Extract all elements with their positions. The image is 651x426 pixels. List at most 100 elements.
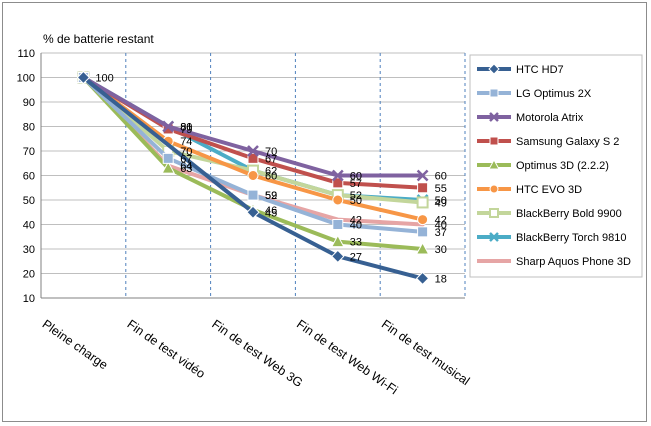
series-line (81, 75, 425, 202)
legend-item: HTC EVO 3D (477, 184, 582, 196)
data-point (489, 232, 499, 242)
y-tick-label: 90 (23, 97, 35, 109)
x-tick-label: Fin de test musical (379, 317, 472, 388)
x-tick-labels: Pleine charge Fin de test vidéo Fin de tes… (40, 317, 473, 397)
data-point (415, 271, 430, 286)
data-point (417, 182, 429, 194)
legend-label: HTC EVO 3D (516, 184, 582, 196)
x-tick-label: Pleine charge (40, 317, 111, 372)
data-point (332, 177, 344, 189)
data-label: 62 (265, 166, 277, 178)
data-point (489, 88, 499, 98)
data-label: 42 (350, 215, 362, 227)
y-tick-label: 50 (23, 195, 35, 207)
data-label: 80 (180, 122, 192, 134)
data-point (417, 226, 429, 238)
legend-label: HTC HD7 (516, 64, 564, 76)
legend-item: Samsung Galaxy S 2 (477, 136, 619, 148)
y-tick-label: 80 (23, 122, 35, 134)
data-point (416, 169, 429, 182)
data-label: 46 (265, 205, 277, 217)
data-label: 30 (435, 244, 447, 256)
data-label: 42 (435, 215, 447, 227)
series-blackberry-bold-9900 (77, 71, 429, 209)
data-label: 81 (180, 122, 192, 134)
chart-frame: % de batterie restant 10 20 30 40 50 60 70 80 90… (2, 2, 647, 422)
legend: HTC HD7 LG Optimus 2X Motorola Atrix Samsun… (469, 54, 643, 278)
y-tick-label: 40 (23, 220, 35, 232)
y-tick-label: 20 (23, 269, 35, 281)
data-label: 67 (180, 153, 192, 165)
legend-item: HTC HD7 (477, 63, 564, 76)
data-point (332, 194, 344, 206)
y-axis-label: % de batterie restant (43, 32, 154, 46)
data-point (247, 170, 259, 181)
data-label: 70 (180, 146, 192, 158)
data-label: 40 (350, 220, 362, 232)
legend-label: BlackBerry Bold 9900 (516, 208, 622, 220)
data-label: 59 (265, 190, 277, 202)
data-label: 74 (180, 136, 192, 148)
legend-label: Sharp Aquos Phone 3D (516, 256, 631, 268)
y-tick-labels: 10 20 30 40 50 60 70 80 90 100 110 (17, 48, 35, 305)
y-tick-label: 110 (17, 48, 35, 60)
data-point (246, 205, 260, 219)
legend-label: BlackBerry Torch 9810 (516, 232, 626, 244)
data-point (488, 63, 500, 75)
data-point (247, 189, 259, 201)
y-tick-label: 100 (17, 73, 35, 85)
data-point (76, 70, 91, 85)
series-htc-hd7 (76, 70, 430, 286)
data-label: 79 (180, 124, 192, 136)
data-point (332, 219, 344, 230)
y-tick-label: 70 (23, 146, 35, 158)
data-label: 60 (435, 171, 447, 183)
battery-chart: % de batterie restant 10 20 30 40 50 60 70 80 90… (17, 32, 643, 397)
series-lines (76, 70, 430, 286)
data-label: 50 (350, 195, 362, 207)
data-point (488, 158, 500, 170)
data-label: 50 (435, 195, 447, 207)
legend-item: Motorola Atrix (477, 112, 584, 124)
legend-label: Optimus 3D (2.2.2) (516, 160, 609, 172)
series-htc-evo-3d (77, 72, 429, 226)
data-label: 63 (180, 163, 192, 175)
data-point (162, 120, 175, 133)
data-label: 52 (350, 190, 362, 202)
legend-item: LG Optimus 2X (477, 88, 592, 100)
data-point (415, 241, 430, 255)
y-tick-label: 10 (23, 293, 35, 305)
data-point (416, 196, 429, 209)
legend-label: Samsung Galaxy S 2 (516, 136, 619, 148)
data-label: 100 (95, 73, 113, 85)
x-tick-label: Fin de test Web 3G (209, 317, 305, 390)
data-point (247, 152, 259, 164)
data-point (161, 161, 176, 174)
data-label: 67 (265, 153, 277, 165)
data-point (489, 136, 499, 146)
data-point (331, 169, 344, 182)
data-label: 33 (350, 237, 362, 249)
data-point (162, 152, 174, 164)
data-point (489, 112, 499, 122)
legend-item: Sharp Aquos Phone 3D (477, 256, 631, 268)
data-point (331, 249, 345, 264)
data-label: 45 (265, 207, 277, 219)
legend-label: LG Optimus 2X (516, 88, 592, 100)
data-point (247, 145, 259, 157)
data-point (489, 208, 499, 218)
x-tick-label: Fin de test vidéo (124, 317, 207, 381)
data-label: 37 (435, 227, 447, 239)
legend-item: Optimus 3D (2.2.2) (477, 158, 609, 172)
y-tick-label: 60 (23, 171, 35, 183)
data-label: 64 (180, 161, 192, 173)
data-label: 49 (435, 197, 447, 209)
data-label: 18 (435, 273, 447, 285)
data-label: 40 (435, 220, 447, 232)
data-label: 27 (350, 251, 362, 263)
data-point (330, 234, 345, 248)
data-point (489, 184, 499, 194)
legend-item: BlackBerry Bold 9900 (477, 208, 622, 220)
data-label: 60 (350, 171, 362, 183)
